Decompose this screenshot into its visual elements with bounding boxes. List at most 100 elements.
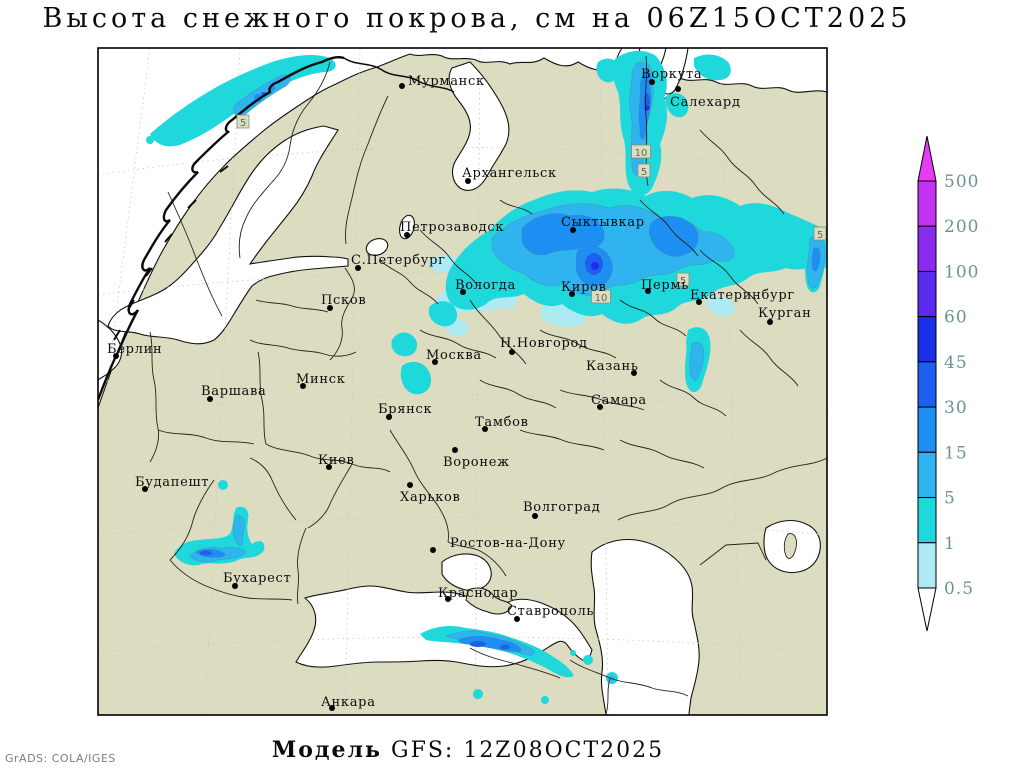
city-dot <box>465 178 471 184</box>
sea-of-azov <box>441 553 492 592</box>
colorbar-tick-label: 60 <box>944 308 968 328</box>
city-dot <box>452 447 458 453</box>
colorbar-tick-label: 200 <box>944 217 979 237</box>
colorbar-tick-label: 30 <box>944 398 968 418</box>
city-dot <box>570 227 576 233</box>
city-dot <box>645 288 651 294</box>
footer-model-line: Модель GFS: 12Z08OCT2025 <box>0 737 936 763</box>
grads-attribution: GrADS: COLA/IGES <box>5 752 116 765</box>
aral-island <box>783 533 797 559</box>
city-label: Псков <box>321 293 366 308</box>
contour-label-box <box>591 289 611 304</box>
city-dot <box>404 232 410 238</box>
city-label: Воркута <box>641 67 702 82</box>
city-label: Москва <box>426 348 482 363</box>
colorbar-segment <box>917 225 937 272</box>
city-dot <box>432 359 438 365</box>
political-borders <box>149 55 827 715</box>
colorbar-segment <box>917 542 937 589</box>
contour-label-box <box>676 272 690 287</box>
city-dot <box>767 319 773 325</box>
city-label: Самара <box>591 393 647 408</box>
contour-labels: 5 10 5 10 5 5 <box>236 114 827 304</box>
colorbar-tick-label: 5 <box>944 489 956 509</box>
city-dot <box>649 79 655 85</box>
contour-label-box <box>236 114 250 129</box>
city-label: Минск <box>296 372 346 387</box>
contour-label: 10 <box>595 293 608 304</box>
city-dot <box>399 83 405 89</box>
crimea-peninsula <box>465 587 513 615</box>
city-dot <box>430 547 436 553</box>
city-label: Харьков <box>400 490 461 505</box>
city-markers: Мурманск Воркута Салехард Архангельск Петроз… <box>107 67 811 711</box>
colorbar-segment <box>917 180 937 227</box>
city-dot <box>514 616 520 622</box>
norway-coastline <box>98 56 455 401</box>
city-label: Брянск <box>378 402 432 417</box>
colorbar-tick-label: 500 <box>944 172 979 192</box>
map-frame <box>97 47 828 716</box>
city-dot <box>113 353 119 359</box>
colorbar-top-arrow <box>917 135 937 182</box>
colorbar-tick-label: 100 <box>944 262 979 282</box>
city-dot <box>569 291 575 297</box>
city-dot <box>445 596 451 602</box>
city-dot <box>532 513 538 519</box>
city-dot <box>386 414 392 420</box>
city-dot <box>407 482 413 488</box>
city-dot <box>207 396 213 402</box>
city-dot <box>597 404 603 410</box>
lake-ladoga <box>365 238 389 256</box>
colorbar-tick-label: 0.5 <box>944 579 974 599</box>
caspian-sea <box>590 538 700 715</box>
city-label: Анкара <box>321 695 376 710</box>
city-label: Варшава <box>201 384 266 399</box>
city-label: С.Петербург <box>351 253 446 268</box>
white-sea <box>448 61 510 191</box>
footer-model-label: Модель <box>271 737 382 763</box>
colorbar-tick-label: 45 <box>944 353 968 373</box>
colorbar-segment <box>917 451 937 499</box>
colorbar-segment <box>917 316 937 363</box>
city-label: Тамбов <box>475 415 529 430</box>
city-dot <box>696 299 702 305</box>
city-dot <box>509 349 515 355</box>
city-dot <box>326 464 332 470</box>
city-dot <box>327 305 333 311</box>
contour-label: 5 <box>240 118 246 129</box>
colorbar-tick-label: 15 <box>944 443 968 463</box>
city-label: Н.Новгород <box>500 336 588 351</box>
city-label: Краснодар <box>438 586 518 601</box>
city-dot <box>460 289 466 295</box>
city-label: Казань <box>586 359 639 374</box>
city-dot <box>355 265 361 271</box>
colorbar-segment <box>917 361 937 408</box>
arctic-ocean <box>98 48 827 409</box>
city-label: Сыктывкар <box>561 215 645 230</box>
city-dot <box>675 86 681 92</box>
city-label: Архангельск <box>462 166 557 181</box>
city-label: Курган <box>758 306 811 321</box>
colorbar-segment <box>917 406 937 453</box>
baltic-sea <box>107 125 349 345</box>
city-label: Пермь <box>641 278 689 293</box>
contour-label: 5 <box>680 276 686 287</box>
contour-label: 5 <box>641 167 647 178</box>
colorbar-segment <box>917 270 937 318</box>
city-label: Волгоград <box>523 500 600 515</box>
city-dot <box>631 370 637 376</box>
city-label: Будапешт <box>135 475 209 490</box>
contour-label-box <box>631 144 651 159</box>
water-bodies <box>98 48 827 715</box>
colorbar: 500 200 100 60 45 30 15 5 1 0.5 <box>917 135 979 632</box>
colorbar-tick-label: 1 <box>944 534 956 554</box>
city-label: Бухарест <box>223 571 291 586</box>
city-label: Берлин <box>107 342 162 357</box>
city-label: Киров <box>561 280 607 295</box>
contour-label-box <box>813 226 827 241</box>
map-area: 5 10 5 10 5 5 Мурманск Воркута Салехард Архангел… <box>98 48 827 715</box>
city-dot <box>300 383 306 389</box>
colorbar-segment <box>917 497 937 544</box>
